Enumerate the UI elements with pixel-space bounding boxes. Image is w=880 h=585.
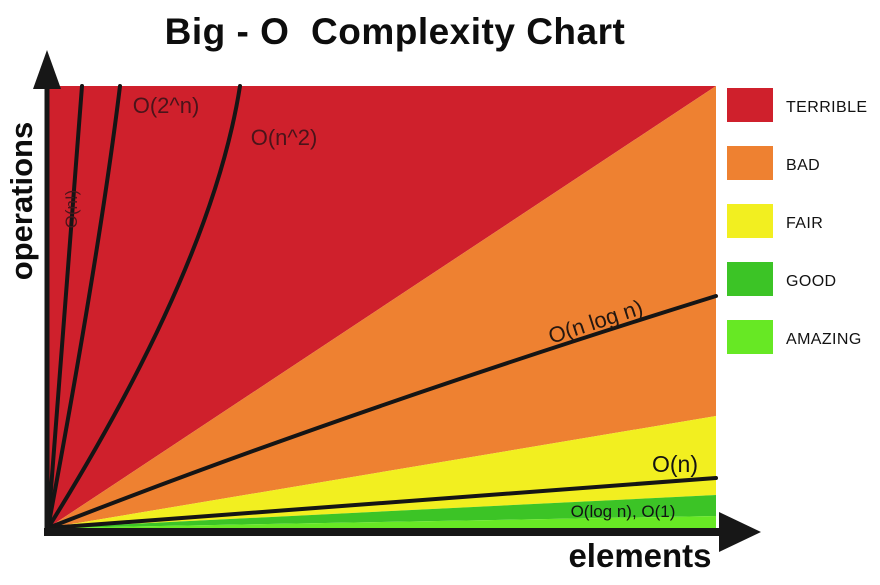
region-bad — [48, 86, 716, 528]
legend-item-terrible: TERRIBLE — [727, 88, 867, 122]
legend-swatch-amazing — [727, 320, 773, 354]
y-axis-label: operations — [4, 121, 39, 281]
legend-swatch-bad — [727, 146, 773, 180]
curve-exponential — [46, 84, 122, 530]
curve-factorial — [46, 84, 84, 530]
legend-label-fair: FAIR — [786, 215, 824, 232]
legend: TERRIBLE BAD FAIR GOOD AMAZING — [727, 88, 867, 354]
legend-swatch-terrible — [727, 88, 773, 122]
y-axis-arrowhead-icon — [33, 50, 61, 89]
curve-linearithmic — [46, 294, 718, 530]
curve-label-log-const: O(log n), O(1) — [570, 502, 676, 521]
curve-quadratic — [46, 84, 242, 530]
legend-item-amazing: AMAZING — [727, 320, 867, 354]
legend-item-fair: FAIR — [727, 204, 867, 238]
legend-item-good: GOOD — [727, 262, 867, 296]
legend-label-bad: BAD — [786, 157, 821, 174]
curve-label-factorial: O(n!) — [62, 189, 81, 229]
legend-label-good: GOOD — [786, 273, 837, 290]
curve-linear — [46, 476, 718, 530]
legend-swatch-good — [727, 262, 773, 296]
curve-label-linear: O(n) — [652, 451, 698, 477]
legend-swatch-fair — [727, 204, 773, 238]
curve-label-exponential: O(2^n) — [132, 93, 200, 118]
curve-label-quadratic: O(n^2) — [250, 125, 318, 150]
legend-label-amazing: AMAZING — [786, 331, 862, 348]
legend-item-bad: BAD — [727, 146, 867, 180]
x-axis-arrowhead-icon — [719, 512, 761, 552]
region-good — [48, 495, 716, 528]
legend-label-terrible: TERRIBLE — [786, 99, 868, 116]
region-amazing — [48, 516, 716, 528]
x-axis-label: elements — [568, 537, 712, 574]
page-title: Big - O Complexity Chart — [164, 11, 626, 52]
region-fair — [48, 416, 716, 528]
